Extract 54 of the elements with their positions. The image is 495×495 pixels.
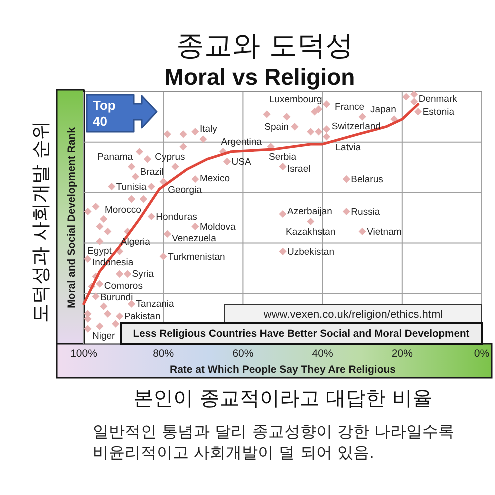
y-axis-title: Moral and Social Development Rank — [66, 128, 78, 308]
point-label: Kazakhstan — [286, 226, 336, 238]
point-label: Vietnam — [367, 226, 402, 238]
x-axis-title: Rate at Which People Say They Are Religious — [170, 364, 396, 376]
x-tick-label: 100% — [70, 348, 98, 360]
point-label: Italy — [200, 124, 218, 136]
point-label: Mexico — [200, 173, 230, 184]
annotation: 본인이 종교적이라고 대답한 비율 — [133, 386, 433, 410]
point-label: Brazil — [140, 166, 164, 178]
point-label: Spain — [264, 122, 289, 134]
point-label: France — [335, 102, 365, 114]
x-tick-label: 40% — [312, 348, 334, 360]
point-label: Belarus — [351, 174, 384, 186]
point-label: Morocco — [104, 204, 142, 216]
point-label: Turkmenistan — [168, 252, 226, 263]
point-label: Russia — [351, 206, 380, 218]
point-label: USA — [232, 156, 252, 168]
point-label: Denmark — [418, 94, 458, 106]
point-label: Venezuela — [172, 233, 216, 244]
x-tick-label: 60% — [232, 348, 254, 360]
point-label: Tanzania — [136, 299, 174, 310]
point-label: Georgia — [168, 184, 202, 196]
point-label: Syria — [132, 269, 154, 280]
point-label: Japan — [370, 104, 396, 116]
point-label: Tunisia — [116, 182, 147, 193]
point-label: Honduras — [156, 212, 198, 223]
point-label: Egypt — [88, 246, 112, 257]
point-label: Switzerland — [332, 122, 381, 133]
point-label: Niger — [92, 331, 116, 342]
point-label: Estonia — [422, 107, 454, 118]
point-label: Uzbekistan — [288, 246, 334, 258]
point-label: Cyprus — [155, 152, 186, 163]
annotation: Top — [93, 98, 116, 113]
annotation: 40 — [93, 114, 108, 129]
annotation: 도덕성과 사회개발 순위 — [30, 120, 52, 324]
point-label: Argentina — [221, 136, 262, 148]
point-label: Luxembourg — [269, 94, 322, 106]
point-label: Azerbaijan — [288, 206, 332, 218]
x-tick-label: 0% — [474, 348, 490, 360]
point-label: Latvia — [336, 142, 362, 154]
point-label: Israel — [288, 164, 311, 175]
annotation: Less Religious Countries Have Better Social and Moral Development — [133, 329, 470, 340]
title: 종교와 도덕성 — [176, 29, 354, 62]
point-label: Burundi — [100, 292, 134, 304]
point-label: Serbia — [269, 152, 297, 163]
point-label: Moldova — [200, 222, 236, 233]
point-label: Pakistan — [124, 312, 161, 323]
annotation: www.vexen.co.uk/religion/ethics.html — [264, 309, 444, 321]
x-tick-label: 80% — [153, 348, 174, 360]
point-label: Comoros — [104, 281, 143, 292]
annotation: 일반적인 통념과 달리 종교성향이 강한 나라일수록 비윤리적이고 사회개발이 덜 되어 있음. — [93, 422, 454, 462]
point-label: Panama — [98, 152, 134, 163]
x-tick-label: 20% — [392, 348, 413, 360]
subtitle: Moral vs Religion — [164, 64, 356, 90]
